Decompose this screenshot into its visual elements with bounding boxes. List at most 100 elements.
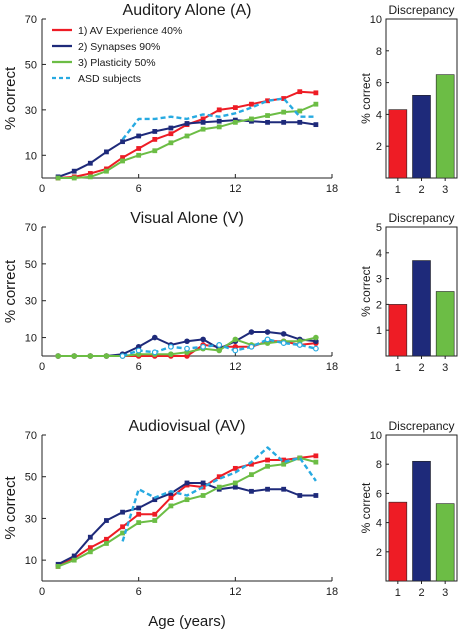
data-point bbox=[103, 353, 110, 359]
y-tick-label: 70 bbox=[25, 222, 37, 234]
data-point bbox=[297, 493, 303, 498]
data-point bbox=[281, 109, 287, 115]
data-point bbox=[136, 505, 142, 511]
data-point bbox=[104, 518, 109, 523]
data-point bbox=[248, 329, 255, 335]
bar-2 bbox=[412, 460, 431, 582]
data-point bbox=[216, 474, 222, 480]
data-point bbox=[281, 119, 287, 125]
data-point bbox=[297, 89, 303, 95]
data-point bbox=[216, 124, 222, 130]
data-point bbox=[55, 353, 61, 359]
y-tick-label: 4 bbox=[376, 518, 382, 530]
data-point bbox=[232, 484, 238, 490]
data-point bbox=[104, 536, 109, 542]
y-tick-label: 10 bbox=[25, 333, 37, 345]
data-point bbox=[119, 353, 126, 359]
data-point bbox=[184, 121, 190, 126]
series-line bbox=[58, 103, 317, 179]
x-tick-label: 2 bbox=[418, 362, 424, 374]
y-axis-label: % correct bbox=[2, 66, 19, 130]
y-tick-label: 10 bbox=[370, 430, 382, 442]
y-tick-label: 3 bbox=[376, 274, 382, 286]
data-point bbox=[216, 342, 223, 348]
data-point bbox=[200, 343, 207, 350]
data-point bbox=[152, 136, 158, 142]
series-1 bbox=[55, 480, 319, 567]
chart-title: Discrepancy bbox=[388, 3, 454, 17]
y-axis-label: % correct bbox=[2, 259, 19, 323]
data-point bbox=[120, 524, 125, 530]
data-point bbox=[168, 503, 174, 509]
data-point bbox=[168, 140, 174, 146]
y-tick-label: 70 bbox=[25, 14, 37, 26]
x-tick-label: 18 bbox=[326, 586, 338, 598]
data-point bbox=[136, 146, 142, 151]
data-point bbox=[248, 343, 255, 350]
data-point bbox=[313, 122, 319, 128]
data-point bbox=[249, 472, 254, 478]
x-tick-label: 3 bbox=[442, 184, 448, 196]
data-point bbox=[216, 118, 222, 124]
data-point bbox=[152, 518, 158, 523]
data-point bbox=[200, 493, 206, 498]
data-point bbox=[313, 493, 319, 498]
data-point bbox=[313, 334, 319, 341]
data-point bbox=[71, 553, 77, 559]
y-axis-label: % correct bbox=[2, 476, 19, 540]
data-point bbox=[281, 486, 287, 492]
chart-title: Audiovisual (AV) bbox=[128, 418, 245, 435]
chart-title: Auditory Alone (A) bbox=[123, 2, 252, 19]
y-tick-label: 10 bbox=[370, 14, 382, 26]
data-point bbox=[200, 126, 206, 132]
data-point bbox=[281, 461, 287, 467]
legend-label: 3) Plasticity 50% bbox=[78, 57, 156, 69]
data-point bbox=[120, 530, 125, 536]
legend-label: 2) Synapses 90% bbox=[78, 41, 160, 53]
data-point bbox=[249, 461, 254, 467]
data-point bbox=[87, 171, 93, 176]
data-point bbox=[232, 347, 239, 354]
data-point bbox=[265, 457, 270, 463]
data-point bbox=[264, 329, 271, 335]
data-point bbox=[87, 545, 93, 551]
series-line bbox=[57, 456, 317, 568]
chart-title: Discrepancy bbox=[388, 419, 454, 433]
y-tick-label: 10 bbox=[25, 150, 37, 162]
data-point bbox=[216, 484, 222, 490]
series-line bbox=[57, 119, 317, 178]
x-axis-label: Age (years) bbox=[148, 613, 226, 630]
bar-chart-5: Discrepancy 2 4 6 8 10 % correct 1 2 3 bbox=[359, 419, 458, 599]
data-point bbox=[168, 491, 174, 496]
data-point bbox=[136, 133, 142, 139]
data-point bbox=[71, 175, 77, 181]
data-point bbox=[232, 105, 238, 110]
data-point bbox=[87, 174, 93, 180]
data-point bbox=[265, 463, 270, 469]
data-point bbox=[265, 113, 270, 118]
data-point bbox=[313, 453, 319, 459]
x-tick-label: 6 bbox=[136, 586, 142, 598]
data-point bbox=[152, 497, 158, 503]
y-tick-label: 6 bbox=[376, 78, 382, 90]
data-point bbox=[167, 343, 174, 350]
x-tick-label: 18 bbox=[326, 183, 338, 195]
x-tick-label: 2 bbox=[418, 184, 424, 196]
data-point bbox=[136, 520, 142, 525]
series-3 bbox=[119, 336, 319, 359]
data-point bbox=[55, 175, 61, 181]
y-tick-label: 50 bbox=[25, 59, 37, 71]
y-tick-label: 4 bbox=[376, 109, 382, 121]
series-3 bbox=[121, 446, 317, 542]
data-point bbox=[136, 152, 142, 158]
data-point bbox=[200, 119, 206, 125]
data-point bbox=[313, 101, 319, 107]
data-point bbox=[249, 116, 254, 122]
bar-2 bbox=[412, 95, 431, 179]
y-tick-label: 2 bbox=[376, 141, 382, 153]
x-tick-label: 6 bbox=[136, 361, 142, 373]
data-point bbox=[232, 336, 239, 343]
legend-label: ASD subjects bbox=[78, 73, 141, 85]
series-0 bbox=[55, 453, 319, 569]
